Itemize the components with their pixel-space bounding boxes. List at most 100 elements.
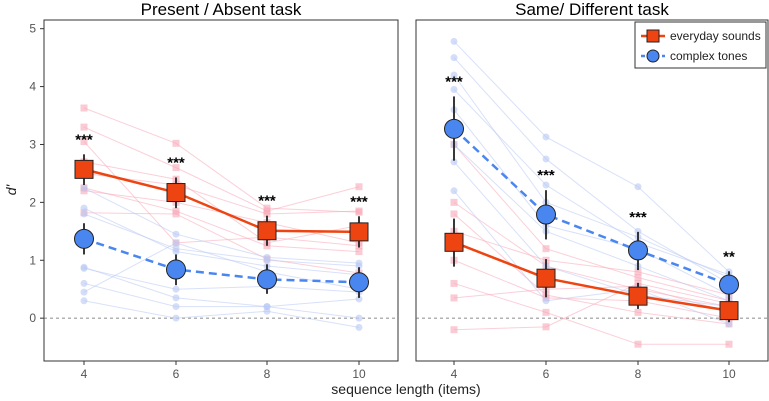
x-tick-label: 8 <box>635 367 642 381</box>
individual-line <box>83 300 360 328</box>
individual-line <box>83 126 360 212</box>
individual-point <box>725 320 733 328</box>
everyday-sounds-mean-line <box>453 241 730 312</box>
y-tick-label: 2 <box>29 195 36 209</box>
individual-line <box>453 144 730 302</box>
complex-tones-mean-point <box>349 272 369 293</box>
individual-point <box>542 155 550 163</box>
y-tick-label: 4 <box>29 80 36 94</box>
complex-tones-mean-line <box>83 237 360 284</box>
x-tick-label: 10 <box>352 367 366 381</box>
individual-point <box>450 37 458 45</box>
individual-point <box>172 294 180 302</box>
legend-label: everyday sounds <box>670 29 761 43</box>
individual-line <box>453 109 730 296</box>
individual-line <box>453 89 730 276</box>
individual-point <box>542 181 550 189</box>
complex-tones-mean-point <box>536 204 556 225</box>
individual-point <box>450 279 458 287</box>
individual-line <box>83 267 360 293</box>
everyday-sounds-mean-point <box>166 183 186 203</box>
complex-tones-mean-point <box>257 269 277 290</box>
individual-point <box>355 295 363 303</box>
everyday-sounds-mean-point <box>536 268 556 288</box>
individual-line <box>453 282 730 331</box>
panel-frame <box>43 19 399 362</box>
individual-point <box>355 262 363 270</box>
complex-tones-mean-point <box>74 228 94 249</box>
individual-point <box>80 138 88 146</box>
significance-annotation: *** <box>445 73 463 90</box>
individual-point <box>80 288 88 296</box>
individual-point <box>450 198 458 206</box>
individual-point <box>80 184 88 192</box>
individual-line <box>453 190 730 325</box>
individual-point <box>634 268 642 276</box>
individual-point <box>172 245 180 253</box>
complex-tones-mean-point <box>166 259 186 280</box>
y-tick-label: 5 <box>29 22 36 36</box>
individual-point <box>542 133 550 141</box>
individual-point <box>542 308 550 316</box>
individual-point <box>80 210 88 218</box>
individual-point <box>172 139 180 147</box>
individual-line <box>453 259 730 319</box>
y-axis-label: d' <box>3 183 19 195</box>
individual-line <box>83 212 360 274</box>
everyday-sounds-mean-point <box>444 232 464 252</box>
individual-point <box>80 263 88 271</box>
complex-tones-mean-point <box>444 118 464 139</box>
x-tick-label: 8 <box>264 367 271 381</box>
individual-point <box>172 210 180 218</box>
individual-point <box>355 183 363 191</box>
complex-tones-mean-point <box>719 274 739 295</box>
x-tick-label: 4 <box>81 367 88 381</box>
individual-point <box>80 279 88 287</box>
individual-point <box>80 204 88 212</box>
significance-annotation: *** <box>75 131 93 148</box>
individual-line <box>453 144 730 302</box>
individual-line <box>83 172 360 215</box>
y-tick-label: 0 <box>29 311 36 325</box>
everyday-sounds-mean-point <box>257 221 277 241</box>
significance-annotation: ** <box>723 248 735 265</box>
individual-line <box>453 213 730 325</box>
significance-annotation: *** <box>629 209 647 226</box>
everyday-sounds-mean-point <box>349 222 369 242</box>
individual-point <box>172 230 180 238</box>
individual-point <box>355 314 363 322</box>
significance-annotation: *** <box>167 154 185 171</box>
y-tick-label: 3 <box>29 137 36 151</box>
individual-line <box>83 107 360 213</box>
individual-point <box>450 210 458 218</box>
individual-point <box>450 158 458 166</box>
individual-line <box>83 187 360 253</box>
individual-line <box>83 242 360 293</box>
individual-point <box>355 323 363 331</box>
significance-annotation: *** <box>258 193 276 210</box>
y-tick-label: 1 <box>29 253 36 267</box>
individual-point <box>450 294 458 302</box>
individual-line <box>83 266 360 308</box>
everyday-sounds-mean-point <box>628 286 648 306</box>
significance-annotation: *** <box>537 167 555 184</box>
complex-tones-mean-line <box>453 127 730 286</box>
individual-point <box>542 323 550 331</box>
individual-line <box>453 161 730 308</box>
panel-left: 4 6 8 10 0 1 2 3 4 5 *** *** *** *** <box>29 19 399 381</box>
individual-point <box>634 274 642 282</box>
individual-point <box>80 297 88 305</box>
individual-point <box>634 340 642 348</box>
individual-line <box>453 74 730 279</box>
individual-point <box>172 285 180 293</box>
right-panel-title: Same/ Different task <box>515 0 669 19</box>
individual-point <box>355 207 363 215</box>
individual-point <box>172 239 180 247</box>
individual-point <box>263 307 271 315</box>
individual-line <box>453 41 730 273</box>
individual-point <box>542 297 550 305</box>
individual-point <box>634 308 642 316</box>
